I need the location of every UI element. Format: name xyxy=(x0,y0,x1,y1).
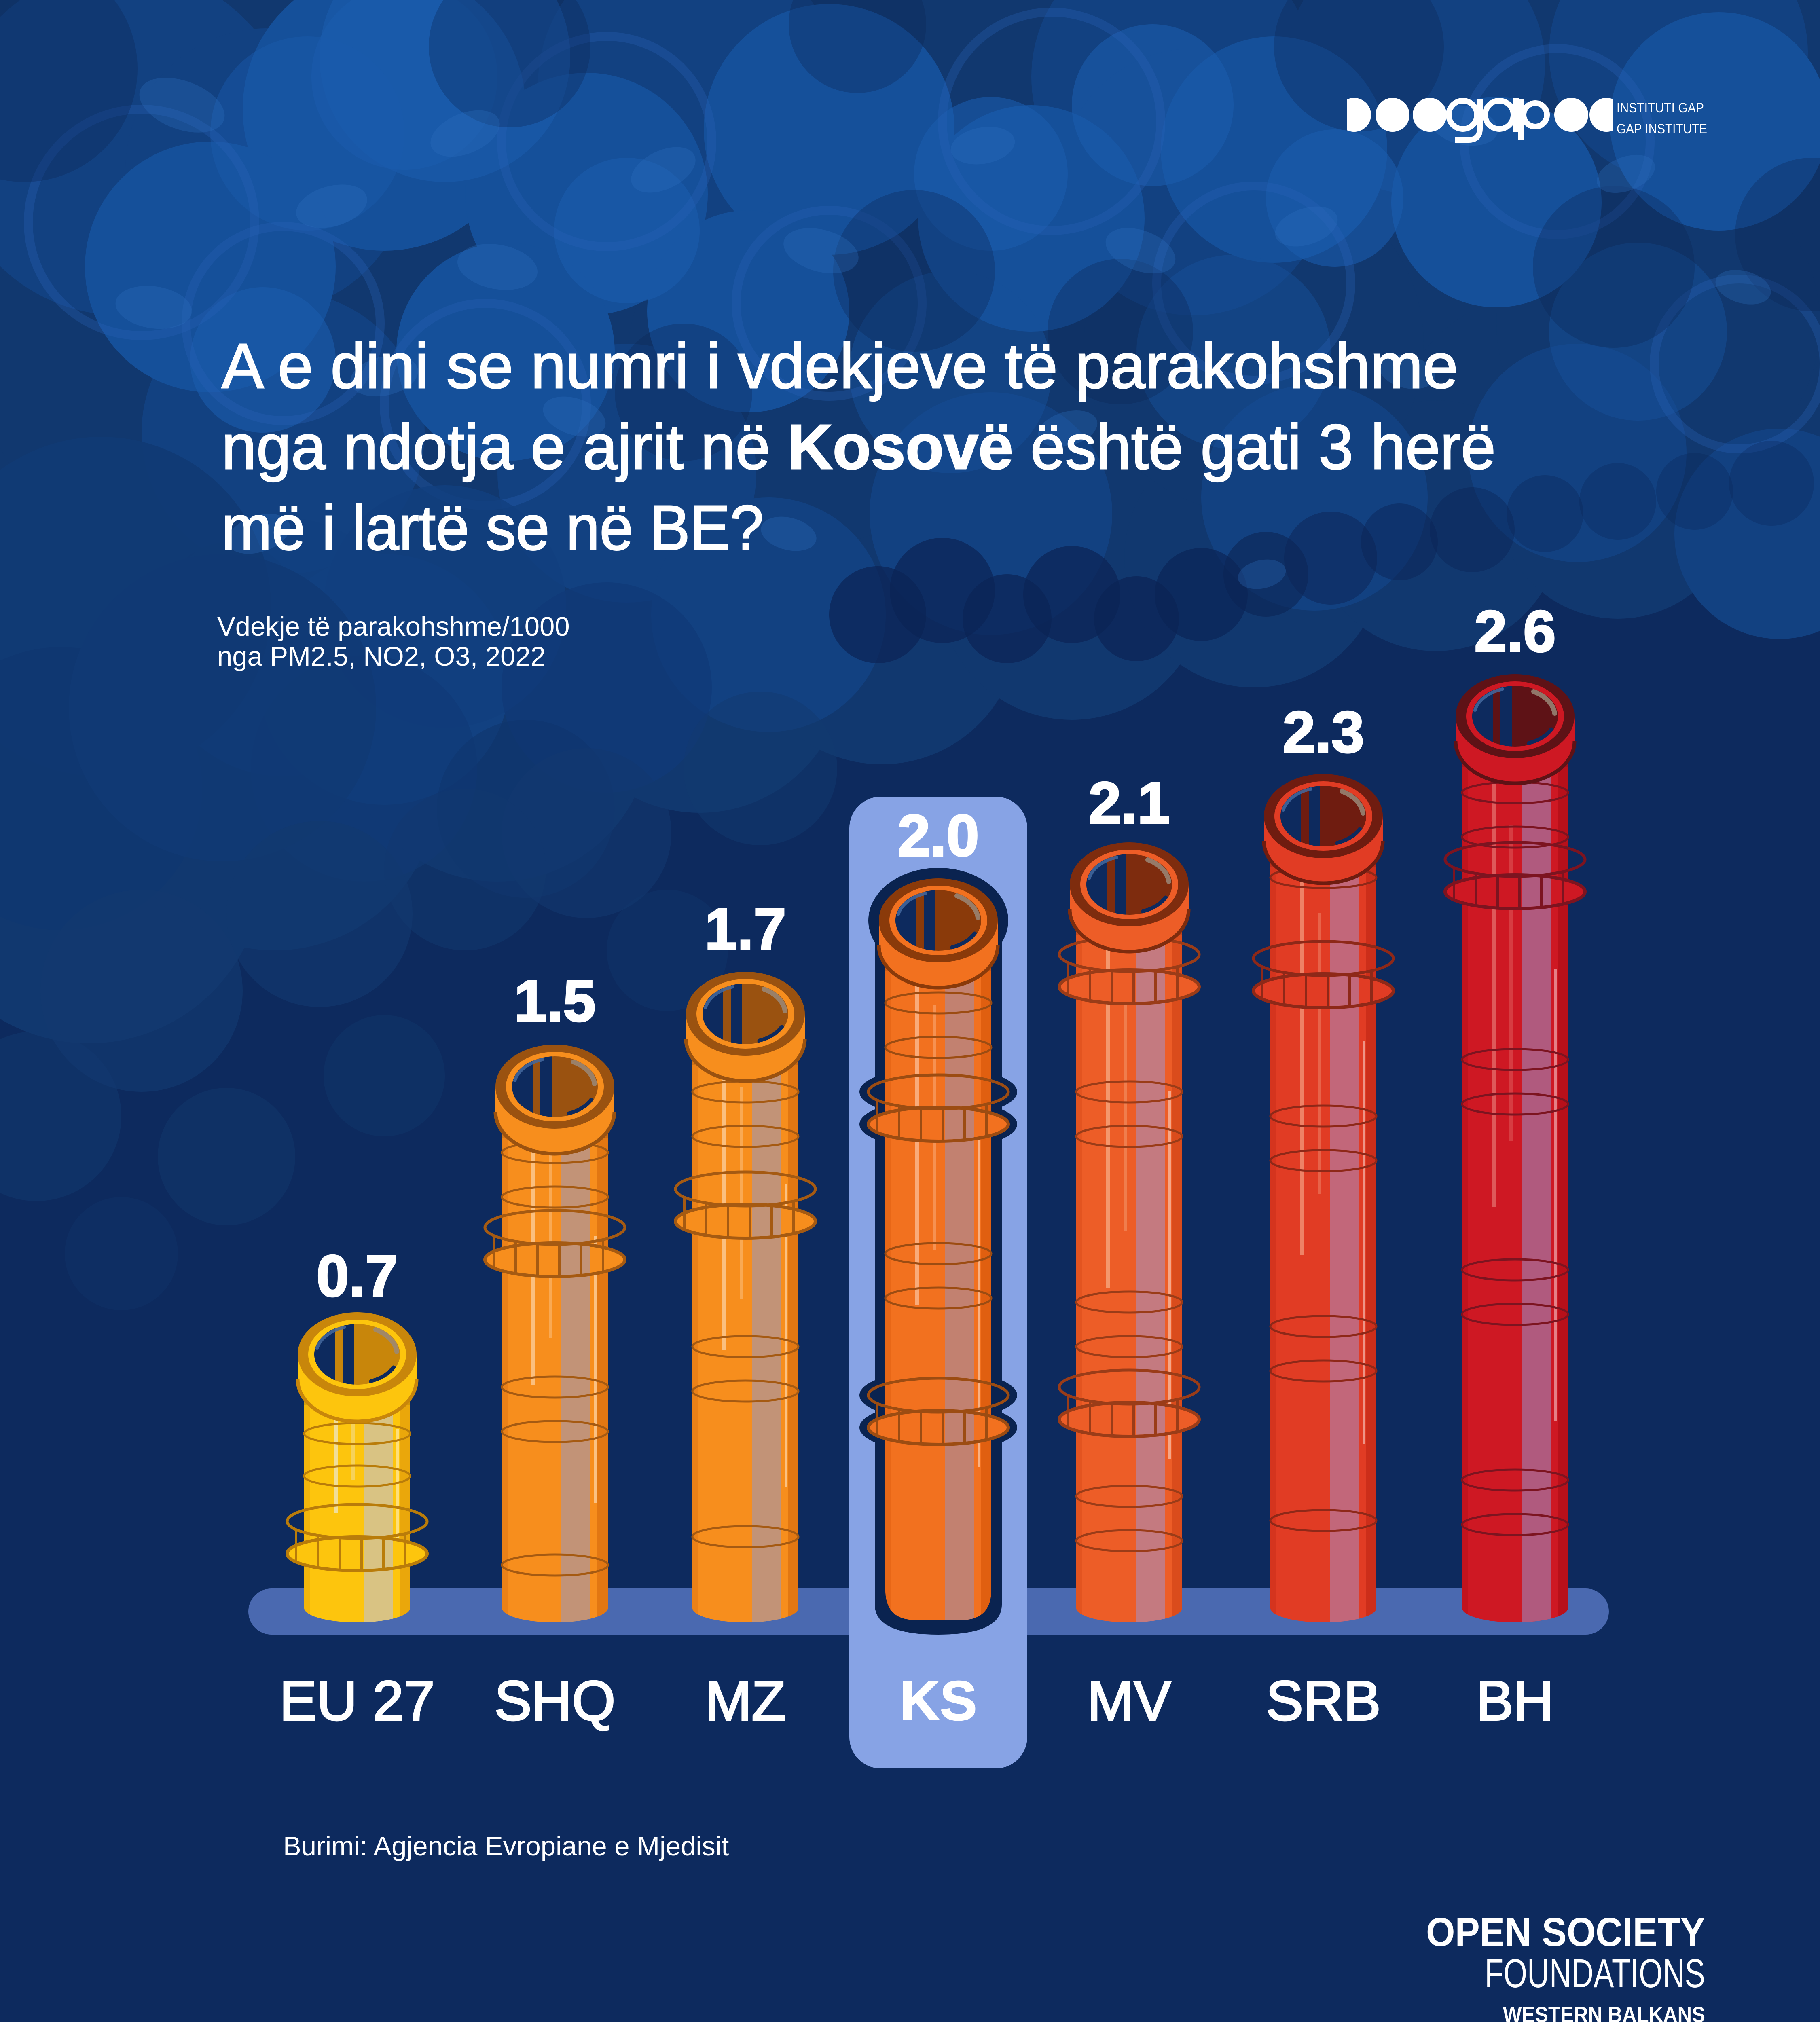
svg-text:nga ndotja e ajrit në Kosovë ë: nga ndotja e ajrit në Kosovë është gati … xyxy=(222,412,1496,482)
svg-text:Burimi: Agjencia Evropiane e M: Burimi: Agjencia Evropiane e Mjedisit xyxy=(283,1831,729,1861)
svg-text:KS: KS xyxy=(899,1670,977,1732)
svg-text:më i lartë se në BE?: më i lartë se në BE? xyxy=(222,493,764,563)
svg-text:MV: MV xyxy=(1088,1670,1171,1732)
svg-text:BH: BH xyxy=(1476,1670,1554,1732)
svg-text:WESTERN BALKANS: WESTERN BALKANS xyxy=(1503,2003,1705,2022)
svg-text:2.3: 2.3 xyxy=(1282,699,1364,765)
svg-text:1.5: 1.5 xyxy=(514,968,596,1034)
svg-text:A e dini se numri i vdekjeve t: A e dini se numri i vdekjeve të parakohs… xyxy=(222,331,1458,402)
svg-text:nga PM2.5, NO2, O3, 2022: nga PM2.5, NO2, O3, 2022 xyxy=(217,641,546,672)
svg-text:SHQ: SHQ xyxy=(494,1670,615,1732)
svg-text:MZ: MZ xyxy=(705,1670,785,1732)
svg-text:Vdekje të parakohshme/1000: Vdekje të parakohshme/1000 xyxy=(217,611,570,642)
svg-text:2.1: 2.1 xyxy=(1088,770,1170,835)
svg-text:INSTITUTI GAP: INSTITUTI GAP xyxy=(1617,100,1704,116)
svg-text:1.7: 1.7 xyxy=(705,896,786,962)
svg-text:FOUNDATIONS: FOUNDATIONS xyxy=(1485,1951,1705,1996)
svg-text:2.0: 2.0 xyxy=(897,803,979,868)
svg-text:GAP INSTITUTE: GAP INSTITUTE xyxy=(1617,121,1707,137)
svg-text:EU 27: EU 27 xyxy=(279,1670,435,1732)
svg-text:SRB: SRB xyxy=(1266,1670,1381,1732)
svg-text:0.7: 0.7 xyxy=(316,1243,398,1309)
svg-text:2.6: 2.6 xyxy=(1474,599,1556,664)
svg-text:OPEN SOCIETY: OPEN SOCIETY xyxy=(1426,1910,1705,1955)
